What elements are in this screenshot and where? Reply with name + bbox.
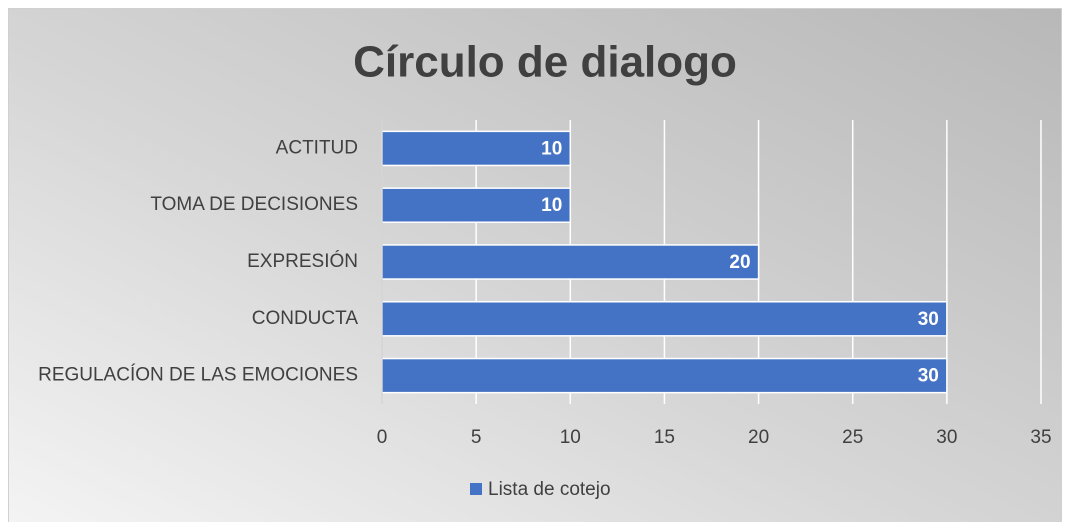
data-label: 10 <box>541 195 562 216</box>
bar <box>381 130 572 167</box>
x-tick-label: 35 <box>1030 427 1051 448</box>
legend-label: Lista de cotejo <box>488 479 611 500</box>
y-tick-label: ACTITUD <box>276 137 358 158</box>
y-tick-label: TOMA DE DECISIONES <box>150 194 358 215</box>
bar <box>381 187 572 223</box>
bar <box>381 244 760 280</box>
x-tick-label: 0 <box>377 427 388 448</box>
x-tick-label: 20 <box>748 427 769 448</box>
bar <box>381 301 948 337</box>
data-label: 30 <box>918 309 939 330</box>
y-tick-label: EXPRESIÓN <box>247 250 358 272</box>
x-tick-label: 10 <box>560 427 581 448</box>
x-tick-label: 5 <box>471 427 482 448</box>
y-tick-label: REGULACÍON DE LAS EMOCIONES <box>38 365 358 386</box>
bar <box>381 357 948 394</box>
data-label: 30 <box>918 366 939 387</box>
legend-swatch <box>470 483 482 495</box>
x-tick-label: 30 <box>936 427 957 448</box>
data-label: 10 <box>541 138 562 159</box>
x-tick-label: 25 <box>842 427 863 448</box>
y-tick-label: CONDUCTA <box>252 308 359 329</box>
data-label: 20 <box>729 252 750 273</box>
x-tick-label: 15 <box>654 427 675 448</box>
chart-title: Círculo de dialogo <box>353 38 737 87</box>
